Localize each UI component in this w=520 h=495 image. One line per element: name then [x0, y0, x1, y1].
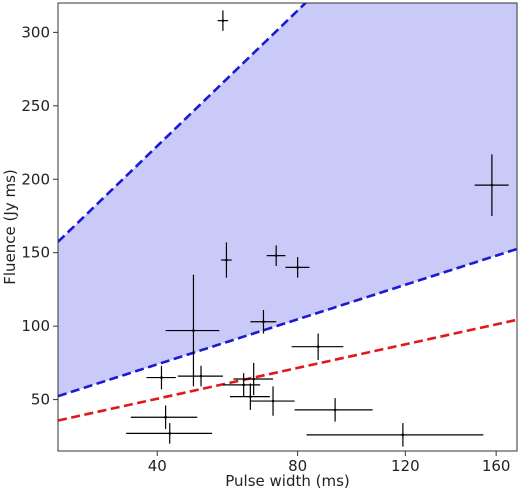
x-tick-label-80: 80	[288, 457, 307, 475]
curve-blue-upper	[58, 3, 308, 243]
data-point-4	[266, 245, 286, 266]
curve-red	[58, 318, 517, 422]
point-marker	[168, 432, 172, 435]
point-marker	[221, 19, 225, 22]
point-marker	[262, 320, 265, 324]
point-marker	[296, 266, 299, 269]
y-tick-label-250: 250	[21, 97, 50, 115]
point-marker	[249, 395, 252, 398]
point-marker	[316, 345, 320, 349]
data-point-8	[291, 333, 344, 360]
data-point-17	[294, 398, 373, 422]
x-tick-label-40: 40	[148, 457, 167, 475]
point-marker	[271, 399, 275, 403]
shaded-band	[58, 3, 517, 397]
point-marker	[242, 383, 245, 387]
point-marker	[490, 183, 494, 187]
point-marker	[274, 254, 278, 257]
y-tick-label-100: 100	[21, 317, 50, 335]
data-point-15	[130, 405, 198, 429]
point-marker	[192, 329, 195, 332]
data-point-5	[285, 257, 310, 278]
shaded-band-layer	[58, 3, 517, 397]
point-marker	[252, 377, 255, 381]
data-point-10	[177, 365, 223, 387]
y-axis-label: Fluence (Jy ms)	[1, 169, 19, 284]
point-marker	[199, 374, 203, 378]
point-marker	[333, 408, 337, 412]
data-point-7	[165, 274, 220, 387]
points-layer	[126, 10, 509, 447]
y-tick-label-50: 50	[31, 391, 50, 409]
data-point-2	[474, 154, 509, 216]
x-axis-label: Pulse width (ms)	[225, 472, 350, 490]
y-tick-label-200: 200	[21, 170, 50, 188]
data-point-1	[217, 10, 229, 31]
point-marker	[160, 376, 163, 379]
point-marker	[225, 258, 228, 262]
data-point-6	[250, 309, 277, 334]
point-marker	[401, 433, 405, 437]
data-point-18	[306, 423, 484, 447]
data-point-14	[250, 386, 295, 416]
x-tick-label-120: 120	[391, 457, 420, 475]
x-tick-label-160: 160	[482, 457, 511, 475]
curves-layer	[58, 3, 517, 422]
axes-layer: 40 80 120 160 50 100 150 200 250 300	[21, 23, 510, 475]
data-point-16	[126, 423, 213, 444]
data-point-13	[229, 383, 270, 410]
data-point-12	[233, 362, 274, 396]
y-tick-label-300: 300	[21, 23, 50, 41]
plot-frame	[57, 2, 518, 452]
y-tick-label-150: 150	[21, 244, 50, 262]
data-point-11	[222, 373, 261, 397]
point-marker	[164, 415, 167, 419]
data-point-9	[146, 365, 176, 390]
data-point-3	[221, 242, 232, 278]
